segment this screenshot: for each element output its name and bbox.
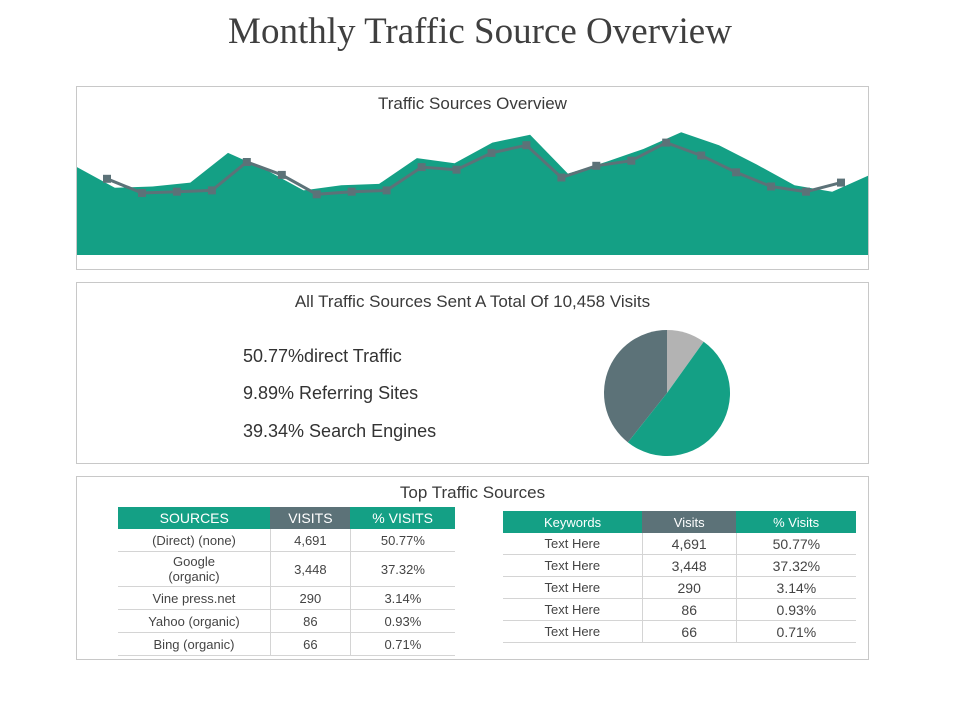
keywords-table-row: Text Here 3,448 37.32% (503, 554, 856, 577)
legend-referring-sites: 9.89% Referring Sites (243, 383, 419, 403)
keywords-table-row: Text Here 290 3.14% (503, 576, 856, 599)
traffic-line-point (697, 151, 706, 160)
top-sources-panel: Top Traffic Sources SOURCES VISITS% VISIT… (76, 476, 869, 660)
keywords-table-cell: 3,448 (641, 554, 737, 577)
keywords-table-cell: 3.14% (735, 576, 856, 599)
keywords-table-cell: 0.93% (735, 598, 856, 621)
keywords-table-cell: Text Here (503, 576, 643, 599)
traffic-line-point (417, 163, 426, 172)
sources-table-row: Bing (organic) 66 0.71% (118, 632, 455, 656)
pie-chart-title: All Traffic Sources Sent A Total Of 10,4… (294, 292, 651, 311)
traffic-share-panel: All Traffic Sources Sent A Total Of 10,4… (76, 282, 869, 464)
legend-direct-traffic: 50.77%direct Traffic (243, 346, 402, 366)
sources-table-cell: 50.77% (349, 529, 455, 552)
sources-table-row: Vine press.net 290 3.14% (118, 586, 455, 610)
keywords-table-cell: 0.71% (735, 620, 856, 643)
traffic-overview-panel: Traffic Sources Overview (76, 86, 869, 270)
traffic-line-point (767, 182, 776, 191)
keywords-table-cell: 86 (641, 598, 737, 621)
sources-table-cell: Vine press.net (118, 586, 271, 610)
traffic-line (106, 140, 842, 196)
traffic-line-point (452, 165, 461, 174)
keywords-table: Keywords Visits% Visits Text Here 4,691 50.… (503, 511, 856, 643)
traffic-area (77, 132, 868, 255)
keywords-table-header-keywords: Keywords (503, 511, 643, 533)
sources-table-header-visits: VISITS (270, 507, 351, 529)
traffic-line-point (382, 186, 391, 195)
keywords-table-cell: 290 (641, 576, 737, 599)
area-chart-title: Traffic Sources Overview (378, 94, 567, 113)
keywords-table-cell: Text Here (503, 554, 643, 577)
traffic-line-point (522, 141, 531, 150)
keywords-table-cell: Text Here (503, 533, 643, 555)
sources-table-header-visits: % VISITS (350, 507, 455, 529)
sources-table-cell: 37.32% (349, 551, 455, 587)
traffic-line-point (242, 158, 251, 166)
keywords-table-cell: 50.77% (735, 533, 856, 555)
sources-table: SOURCES VISITS% VISITS (Direct) (none) 4,6… (118, 507, 455, 656)
keywords-table-row: Text Here 66 0.71% (503, 620, 856, 643)
sources-table-cell: 0.93% (349, 609, 455, 633)
sources-table-row: Google (organic) 3,448 37.32% (118, 551, 455, 587)
traffic-line-point (592, 161, 601, 170)
sources-table-cell: (Direct) (none) (118, 529, 271, 552)
keywords-table-row: Text Here 86 0.93% (503, 598, 856, 621)
sources-table-cell: 66 (269, 632, 351, 656)
pie-chart (604, 330, 731, 457)
traffic-line-point (172, 187, 181, 196)
legend-search-engines: 39.34% Search Engines (243, 421, 437, 441)
traffic-line-point (627, 156, 636, 165)
keywords-table-cell: Text Here (503, 620, 643, 643)
keywords-table-cell: 66 (641, 620, 737, 643)
sources-table-cell: 3,448 (269, 551, 351, 587)
pie-slice-referring-sites (667, 330, 704, 393)
sources-table-cell: 3.14% (349, 586, 455, 610)
traffic-line-point (138, 189, 146, 197)
traffic-line-point (487, 148, 496, 157)
keywords-table-cell: Text Here (503, 598, 643, 621)
traffic-line-point (277, 170, 286, 179)
traffic-line-point (837, 178, 845, 187)
page-title: Monthly Traffic Source Overview (228, 11, 732, 52)
sources-table-cell: 86 (269, 609, 351, 633)
traffic-line-point (662, 138, 671, 147)
traffic-line-point (312, 190, 321, 199)
sources-table-cell: Yahoo (organic) (118, 609, 271, 633)
sources-table-row: Yahoo (organic) 86 0.93% (118, 609, 455, 633)
sources-table-cell: 4,691 (269, 529, 351, 552)
sources-table-cell: 0.71% (349, 632, 455, 656)
sources-table-cell: Bing (organic) (118, 632, 271, 656)
sources-table-header-sources: SOURCES (118, 507, 271, 529)
pie-slice-search-engines (604, 330, 667, 443)
keywords-table-cell: 4,691 (641, 533, 737, 555)
sources-table-cell: 290 (269, 586, 351, 610)
keywords-table-header-visits: % Visits (736, 511, 856, 533)
area-chart (77, 132, 868, 255)
sources-table-cell: Google (organic) (118, 551, 271, 587)
traffic-line-point (207, 186, 216, 195)
traffic-line-point (732, 168, 741, 177)
keywords-table-cell: 37.32% (735, 554, 856, 577)
keywords-table-row: Text Here 4,691 50.77% (503, 533, 856, 555)
sources-table-row: (Direct) (none) 4,691 50.77% (118, 529, 455, 552)
traffic-line-point (347, 187, 356, 196)
keywords-table-header-visits: Visits (642, 511, 737, 533)
traffic-line-point (103, 174, 111, 183)
traffic-line-point (802, 187, 810, 196)
tables-title: Top Traffic Sources (399, 483, 546, 502)
traffic-line-point (557, 173, 566, 182)
pie-slice-direct-traffic (627, 341, 731, 457)
